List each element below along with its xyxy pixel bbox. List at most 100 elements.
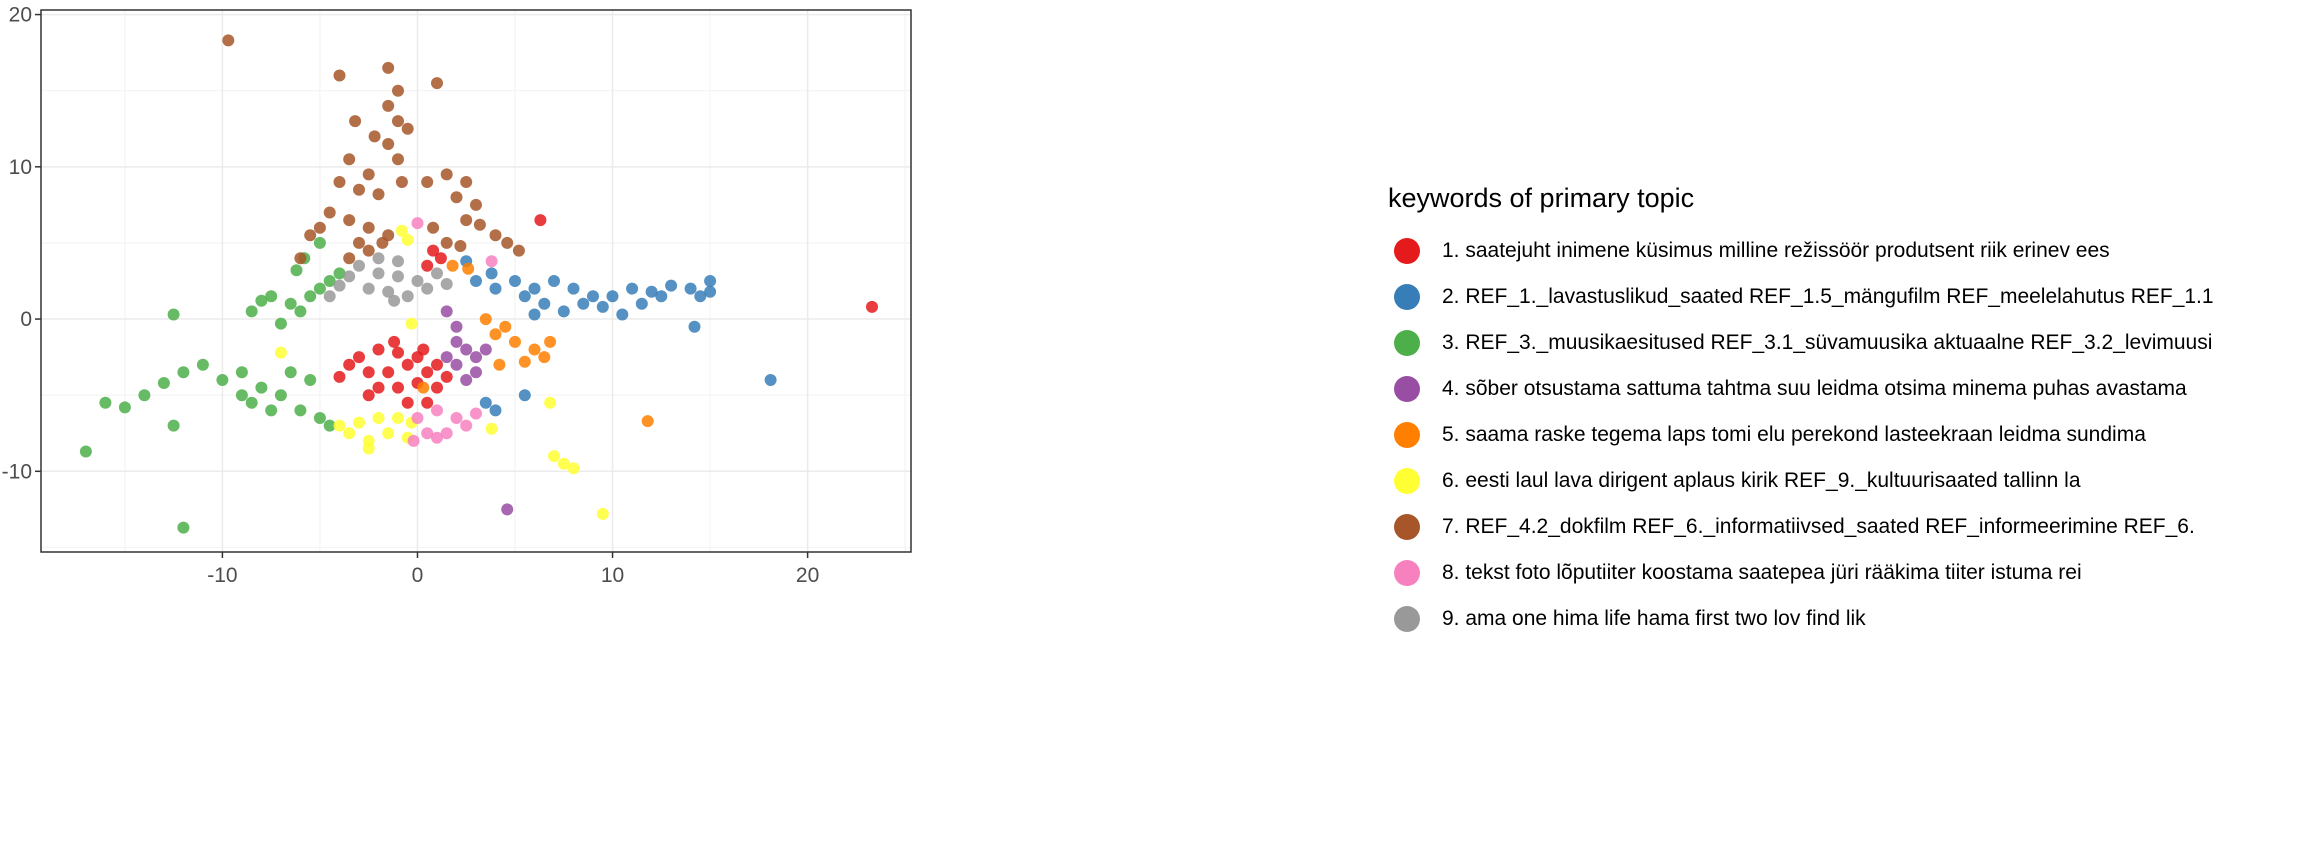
point-series-4	[440, 351, 453, 364]
point-series-5	[479, 313, 492, 326]
point-series-1	[372, 343, 385, 356]
point-series-5	[528, 343, 541, 356]
point-series-2	[528, 308, 541, 321]
point-series-3	[138, 389, 151, 402]
point-series-1	[388, 335, 401, 348]
point-series-4	[460, 374, 473, 386]
point-series-2	[470, 275, 482, 287]
point-series-2	[479, 396, 492, 409]
point-series-6	[405, 317, 418, 330]
point-series-7	[440, 236, 453, 249]
point-series-4	[460, 343, 473, 356]
legend-item-9: 9. ama one hima life hama first two lov …	[1388, 596, 2288, 642]
point-series-2	[616, 308, 629, 321]
point-series-5	[417, 381, 430, 394]
legend-item-6: 6. eesti laul lava dirigent aplaus kirik…	[1388, 458, 2288, 504]
point-series-8	[440, 427, 453, 440]
point-series-7	[395, 176, 408, 188]
point-series-7	[431, 77, 443, 90]
legend-item-2: 2. REF_1._lavastuslikud_saated REF_1.5_m…	[1388, 274, 2288, 320]
legend: keywords of primary topic 1. saatejuht i…	[1388, 183, 2288, 642]
point-series-2	[567, 282, 580, 295]
point-series-3	[304, 290, 317, 303]
point-series-9	[343, 270, 356, 283]
point-series-3	[177, 366, 190, 379]
point-series-1	[372, 381, 385, 394]
point-series-9	[411, 275, 424, 287]
point-series-2	[548, 275, 560, 287]
point-series-7	[362, 168, 375, 181]
legend-key-2	[1394, 284, 1420, 310]
legend-label-4: 4. sõber otsustama sattuma tahtma suu le…	[1442, 377, 2187, 400]
point-series-2	[635, 297, 648, 310]
point-series-9	[382, 285, 395, 298]
point-series-6	[392, 412, 404, 424]
axes: -10 0 10 20 -10 0 10 20	[2, 4, 820, 587]
legend-key-9	[1394, 606, 1420, 632]
point-series-2	[645, 285, 658, 298]
point-series-1	[392, 346, 404, 359]
point-series-1	[343, 358, 356, 371]
point-series-2	[606, 290, 619, 303]
point-series-3	[274, 389, 287, 402]
point-series-3	[265, 404, 278, 417]
point-series-3	[323, 419, 336, 432]
point-series-7	[294, 252, 307, 265]
point-series-9	[362, 282, 375, 295]
point-series-6	[401, 233, 414, 246]
point-series-1	[362, 389, 375, 402]
point-series-7	[392, 115, 404, 128]
x-tick-label: -10	[207, 564, 237, 587]
point-series-6	[544, 396, 557, 409]
point-series-7	[501, 236, 514, 249]
point-series-3	[255, 381, 268, 394]
legend-key-5	[1394, 422, 1420, 448]
point-series-3	[274, 317, 287, 330]
point-series-5	[493, 358, 506, 371]
point-series-7	[460, 176, 473, 188]
point-series-1	[427, 244, 440, 257]
point-series-9	[431, 267, 443, 280]
point-series-6	[343, 427, 356, 440]
legend-label-3: 3. REF_3._muusikaesitused REF_3.1_süvamu…	[1442, 331, 2213, 354]
point-series-3	[284, 366, 297, 379]
point-series-5	[544, 335, 557, 348]
point-series-7	[323, 206, 336, 219]
point-series-3	[313, 282, 326, 295]
point-series-1	[440, 370, 453, 383]
legend-key-3	[1394, 330, 1420, 356]
legend-label-6: 6. eesti laul lava dirigent aplaus kirik…	[1442, 469, 2081, 492]
point-series-7	[392, 84, 404, 97]
scatter-chart: -10 0 10 20 -10 0 10 20	[2, 4, 912, 587]
point-series-6	[372, 412, 385, 424]
point-series-4	[470, 366, 482, 379]
point-series-2	[557, 305, 570, 318]
point-series-3	[284, 297, 297, 310]
point-series-4	[470, 351, 482, 364]
point-series-6	[274, 346, 287, 359]
legend-item-7: 7. REF_4.2_dokfilm REF_6._informatiivsed…	[1388, 504, 2288, 550]
point-series-7	[353, 183, 365, 196]
point-series-6	[596, 507, 609, 520]
point-series-5	[518, 355, 531, 368]
point-series-1	[401, 396, 414, 409]
y-tick-label: 10	[9, 156, 32, 179]
point-series-3	[294, 305, 307, 318]
point-series-1	[382, 366, 395, 379]
point-series-2	[489, 404, 502, 417]
point-series-7	[313, 221, 326, 234]
point-series-2	[764, 374, 777, 386]
legend-label-9: 9. ama one hima life hama first two lov …	[1442, 607, 1866, 630]
point-series-5	[462, 262, 475, 275]
point-series-7	[343, 214, 356, 227]
point-series-2	[485, 267, 498, 280]
point-series-3	[313, 236, 326, 249]
point-series-8	[450, 412, 463, 424]
point-series-2	[704, 275, 717, 287]
point-series-5	[446, 259, 459, 272]
point-series-9	[372, 267, 385, 280]
point-series-8	[411, 412, 424, 424]
point-series-7	[450, 191, 463, 204]
point-series-2	[596, 300, 609, 313]
legend-item-5: 5. saama raske tegema laps tomi elu pere…	[1388, 412, 2288, 458]
